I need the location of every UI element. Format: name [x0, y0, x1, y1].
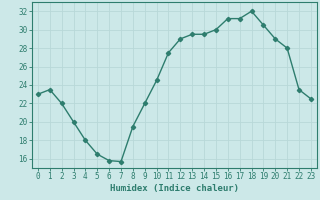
- X-axis label: Humidex (Indice chaleur): Humidex (Indice chaleur): [110, 184, 239, 193]
